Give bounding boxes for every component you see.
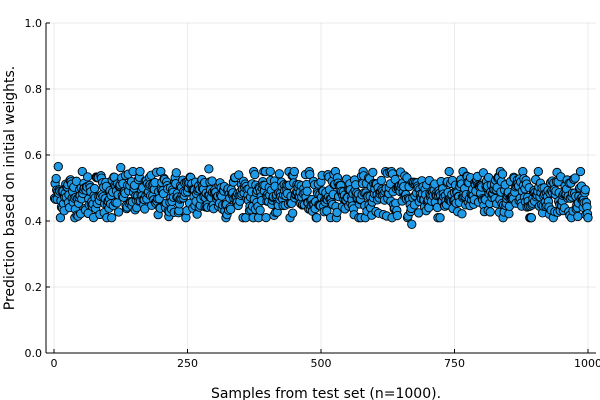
data-point	[533, 166, 543, 177]
data-point	[376, 175, 386, 186]
data-points	[49, 161, 593, 229]
x-tick-label: 0	[51, 357, 58, 370]
y-axis-title: Prediction based on initial weights.	[2, 66, 18, 311]
data-point	[83, 172, 93, 182]
data-point	[526, 213, 537, 223]
data-point	[392, 210, 403, 221]
data-point	[234, 170, 244, 180]
data-point	[116, 162, 126, 173]
data-point	[53, 161, 63, 172]
data-point	[435, 213, 445, 223]
data-point	[89, 183, 100, 194]
data-point	[312, 213, 322, 223]
tick-labels: 0.0 0.2 0.4 0.6 0.8 1.0 0 250 500 750 1000	[25, 17, 600, 370]
data-point	[289, 166, 299, 177]
data-point	[204, 164, 214, 174]
data-point	[570, 173, 580, 183]
y-tick-label: 1.0	[25, 17, 43, 30]
data-point	[250, 169, 260, 180]
data-point	[51, 173, 61, 184]
data-point	[255, 205, 265, 215]
data-point	[485, 207, 495, 217]
data-point	[107, 213, 117, 223]
y-tick-label: 0.8	[25, 83, 43, 96]
data-point	[332, 207, 342, 218]
data-point	[497, 169, 508, 179]
x-tick-label: 250	[177, 357, 198, 370]
data-point	[390, 174, 400, 185]
axes	[45, 22, 596, 354]
data-point	[113, 207, 124, 217]
data-point	[274, 169, 284, 179]
y-tick-label: 0.6	[25, 149, 43, 162]
x-tick-label: 1000	[574, 357, 600, 370]
data-point	[265, 166, 275, 177]
x-tick-label: 750	[444, 357, 465, 370]
data-point	[368, 167, 378, 177]
x-axis-title: Samples from test set (n=1000).	[211, 386, 441, 400]
data-point	[457, 209, 467, 219]
data-point	[302, 186, 312, 196]
y-tick-label: 0.4	[25, 215, 43, 228]
grid	[46, 22, 596, 354]
y-tick-label: 0.0	[25, 347, 43, 360]
data-point	[580, 185, 590, 195]
data-point	[135, 166, 145, 177]
data-point	[444, 166, 454, 177]
x-tick-label: 500	[311, 357, 332, 370]
data-point	[288, 208, 298, 218]
data-point	[573, 211, 583, 222]
data-point	[226, 204, 236, 214]
y-tick-label: 0.2	[25, 281, 43, 294]
data-point	[171, 168, 181, 178]
data-point	[583, 213, 593, 223]
data-point	[575, 166, 586, 177]
data-point	[407, 219, 417, 229]
data-point	[55, 213, 66, 223]
data-point	[261, 212, 271, 223]
